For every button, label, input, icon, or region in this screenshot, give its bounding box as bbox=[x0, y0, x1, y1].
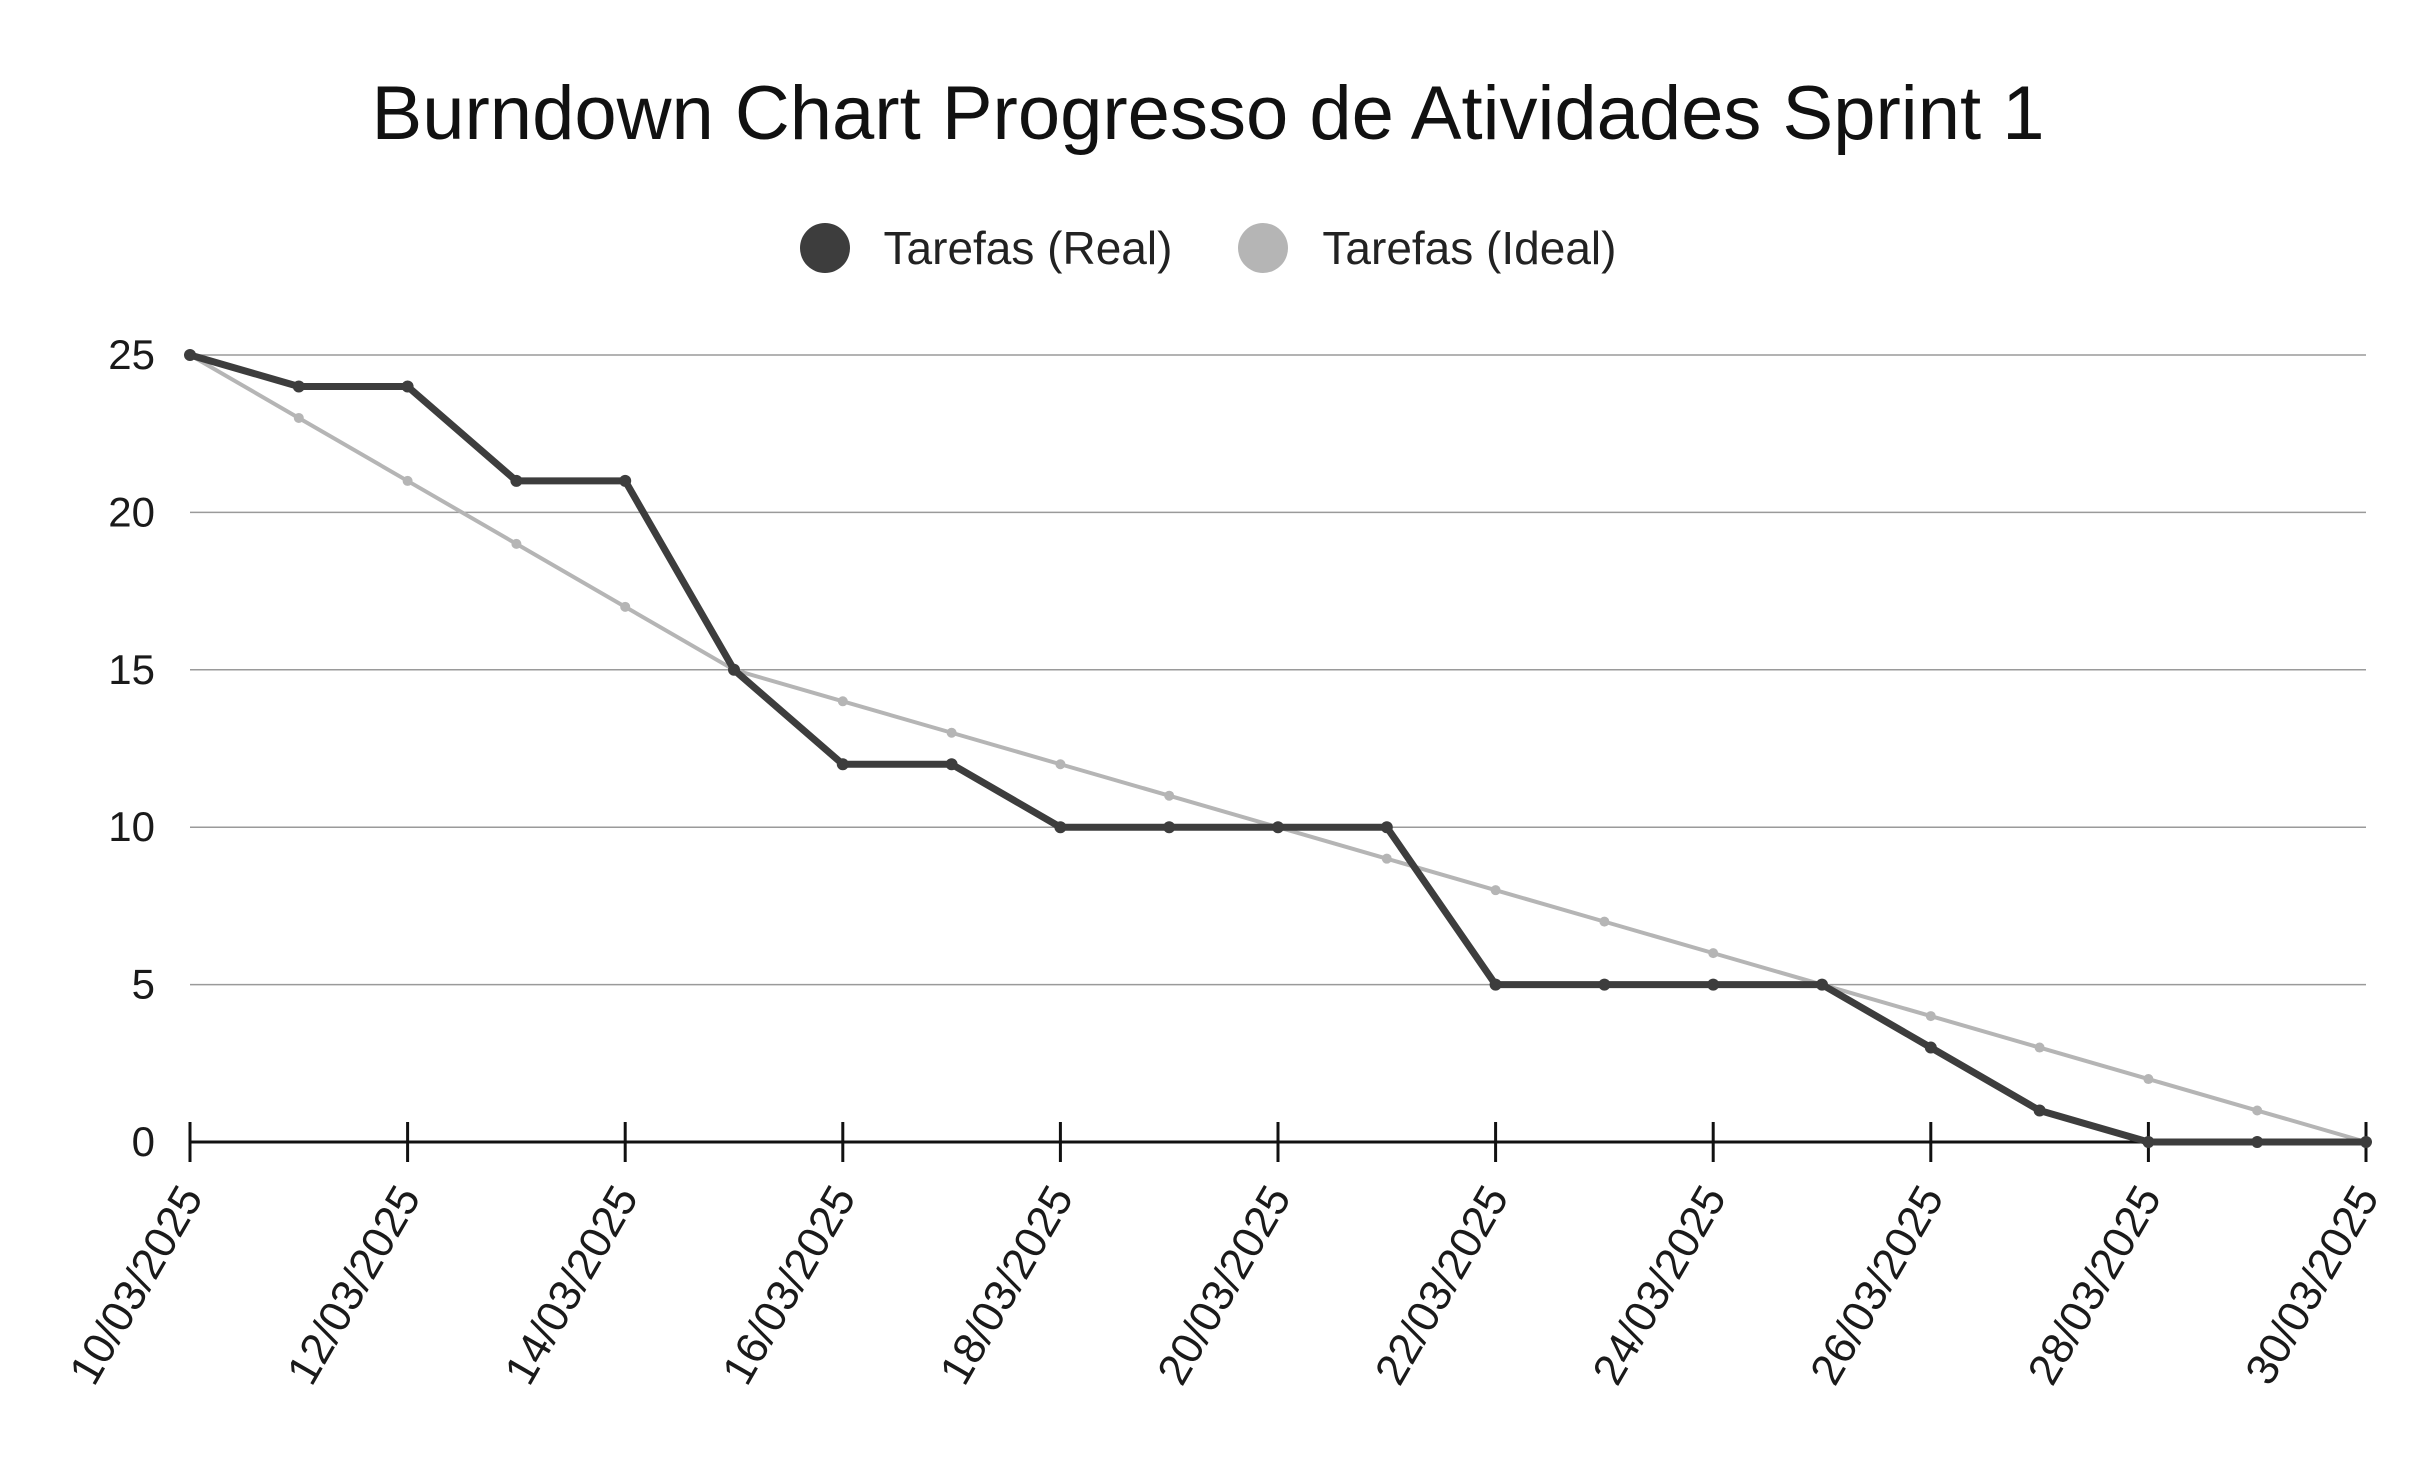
data-point-real bbox=[510, 474, 523, 487]
y-tick-label: 10 bbox=[108, 803, 155, 850]
data-point-real bbox=[1707, 978, 1720, 991]
y-tick-label: 25 bbox=[108, 331, 155, 378]
data-point-ideal bbox=[620, 601, 631, 612]
x-tick-label: 28/03/2025 bbox=[2019, 1178, 2172, 1393]
data-point-real bbox=[2360, 1136, 2372, 1148]
series-line-real bbox=[189, 351, 2366, 1146]
x-tick-label: 14/03/2025 bbox=[495, 1178, 648, 1393]
legend: Tarefas (Real) Tarefas (Ideal) bbox=[0, 218, 2416, 278]
data-point-ideal bbox=[293, 412, 304, 423]
data-point-real bbox=[1816, 978, 1828, 991]
x-tick-label: 10/03/2025 bbox=[60, 1178, 213, 1393]
legend-real-marker bbox=[799, 223, 850, 273]
data-point-real bbox=[619, 474, 632, 487]
data-point-real bbox=[184, 349, 196, 361]
data-point-real bbox=[945, 758, 958, 771]
legend-item-real[interactable]: Tarefas (Real) bbox=[799, 221, 1173, 275]
data-point-ideal bbox=[2252, 1105, 2263, 1116]
y-tick-label: 20 bbox=[108, 488, 155, 535]
data-point-ideal bbox=[946, 727, 957, 738]
legend-real-label: Tarefas (Real) bbox=[883, 222, 1173, 274]
data-point-real bbox=[1380, 821, 1393, 834]
data-point-real bbox=[1054, 821, 1067, 834]
data-point-real bbox=[1272, 821, 1284, 834]
data-point-ideal bbox=[1599, 916, 1610, 927]
data-point-real bbox=[292, 380, 305, 393]
data-point-real bbox=[728, 663, 740, 676]
data-point-ideal bbox=[511, 538, 522, 549]
data-point-ideal bbox=[1490, 885, 1501, 896]
x-tick-label: 18/03/2025 bbox=[931, 1178, 1084, 1393]
x-tick-label: 30/03/2025 bbox=[2236, 1178, 2389, 1393]
data-point-real bbox=[1163, 821, 1176, 834]
data-point-real bbox=[2142, 1136, 2155, 1148]
x-tick-label: 24/03/2025 bbox=[1583, 1178, 1736, 1393]
x-tick-label: 26/03/2025 bbox=[1801, 1178, 1954, 1393]
data-point-ideal bbox=[1925, 1011, 1936, 1022]
legend-ideal-marker bbox=[1238, 223, 1289, 273]
x-tick-label: 20/03/2025 bbox=[1148, 1178, 1301, 1393]
y-tick-label: 0 bbox=[132, 1118, 155, 1165]
data-point-ideal bbox=[1381, 853, 1392, 864]
data-point-ideal bbox=[402, 475, 413, 486]
data-point-ideal bbox=[1708, 948, 1719, 959]
data-point-real bbox=[1924, 1041, 1937, 1054]
series-line-ideal bbox=[188, 353, 2367, 1144]
data-point-ideal bbox=[1055, 759, 1066, 770]
y-tick-label: 15 bbox=[108, 646, 155, 693]
x-tick-label: 16/03/2025 bbox=[713, 1178, 866, 1393]
chart-title: Burndown Chart Progresso de Atividades S… bbox=[371, 71, 2045, 156]
data-point-ideal bbox=[837, 696, 848, 707]
data-point-real bbox=[1598, 978, 1611, 991]
x-tick-label: 12/03/2025 bbox=[278, 1178, 431, 1393]
data-point-real bbox=[2251, 1136, 2264, 1148]
x-tick-label: 22/03/2025 bbox=[1366, 1178, 1519, 1393]
data-point-real bbox=[1489, 978, 1502, 991]
data-point-real bbox=[401, 380, 414, 393]
data-point-ideal bbox=[2143, 1074, 2154, 1085]
data-point-ideal bbox=[2034, 1042, 2045, 1053]
data-point-ideal bbox=[1164, 790, 1175, 801]
data-point-real bbox=[2033, 1104, 2046, 1117]
legend-ideal-label: Tarefas (Ideal) bbox=[1322, 222, 1617, 274]
y-tick-label: 5 bbox=[132, 961, 155, 1008]
legend-item-ideal[interactable]: Tarefas (Ideal) bbox=[1238, 221, 1616, 275]
data-point-real bbox=[836, 758, 849, 771]
